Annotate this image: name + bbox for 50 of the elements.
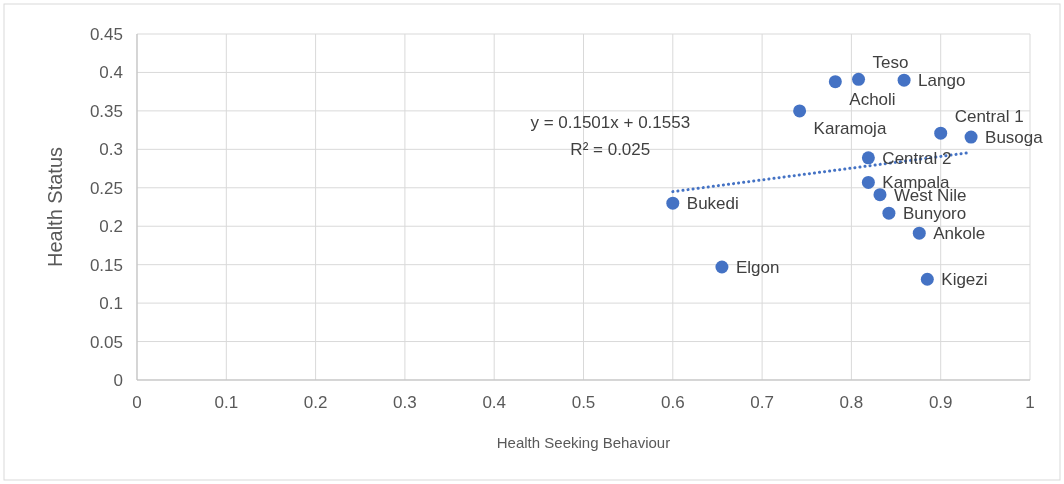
x-tick-label: 0.9 (928, 393, 953, 412)
point (920, 272, 934, 286)
annotation: Bunyoro (902, 204, 967, 224)
y-tick-label: 0.1 (99, 294, 123, 314)
x-tick-label: 0.2 (303, 393, 328, 412)
annotation: y = 0.1501x + 0.1553 (530, 112, 691, 132)
annotation: Central 2 (882, 148, 952, 168)
point (852, 72, 866, 86)
x-tick-label: 0.4 (482, 393, 507, 412)
annotation: Elgon (735, 257, 780, 277)
point (861, 151, 875, 165)
x-tick-label: 0.5 (571, 393, 596, 412)
annotation: Teso (872, 53, 909, 73)
annotation: Acholi (849, 89, 896, 109)
y-tick-label: 0.15 (89, 255, 123, 275)
point (897, 73, 911, 87)
y-tick-label: 0 (113, 370, 123, 390)
x-tick-label: 0.8 (839, 393, 864, 412)
point (912, 226, 926, 240)
x-axis-title: Health Seeking Behaviour (496, 434, 671, 451)
y-tick-label: 0.05 (89, 332, 123, 352)
annotation: Busoga (985, 127, 1044, 147)
x-tick-label: 0.7 (750, 393, 774, 412)
point (882, 206, 896, 220)
x-tick-label: 0.1 (214, 393, 239, 412)
point (861, 175, 875, 189)
x-tick-label: 0.3 (393, 393, 417, 412)
point (793, 104, 807, 118)
annotation: Bukedi (686, 194, 739, 214)
point (666, 196, 680, 210)
annotation: R² = 0.025 (570, 139, 651, 159)
y-tick-label: 0.35 (89, 101, 123, 121)
x-tick-label: 0.6 (660, 393, 685, 412)
annotation: Karamoja (813, 118, 887, 138)
y-tick-label: 0.2 (99, 217, 123, 237)
annotation: Kigezi (941, 270, 988, 290)
point (715, 260, 729, 274)
annotation: Lango (918, 71, 966, 91)
annotation: Ankole (933, 224, 986, 244)
y-tick-label: 0.4 (99, 63, 123, 83)
y-axis-title: Health Status (44, 146, 66, 268)
annotation: Central 1 (954, 107, 1024, 127)
point (964, 130, 978, 144)
x-tick-label: 0 (132, 393, 142, 412)
y-tick-label: 0.45 (89, 24, 123, 44)
y-tick-label: 0.25 (89, 178, 123, 198)
x-tick-label: 1 (1025, 393, 1035, 412)
y-tick-label: 0.3 (99, 140, 123, 160)
point (934, 126, 948, 140)
point (828, 75, 842, 89)
